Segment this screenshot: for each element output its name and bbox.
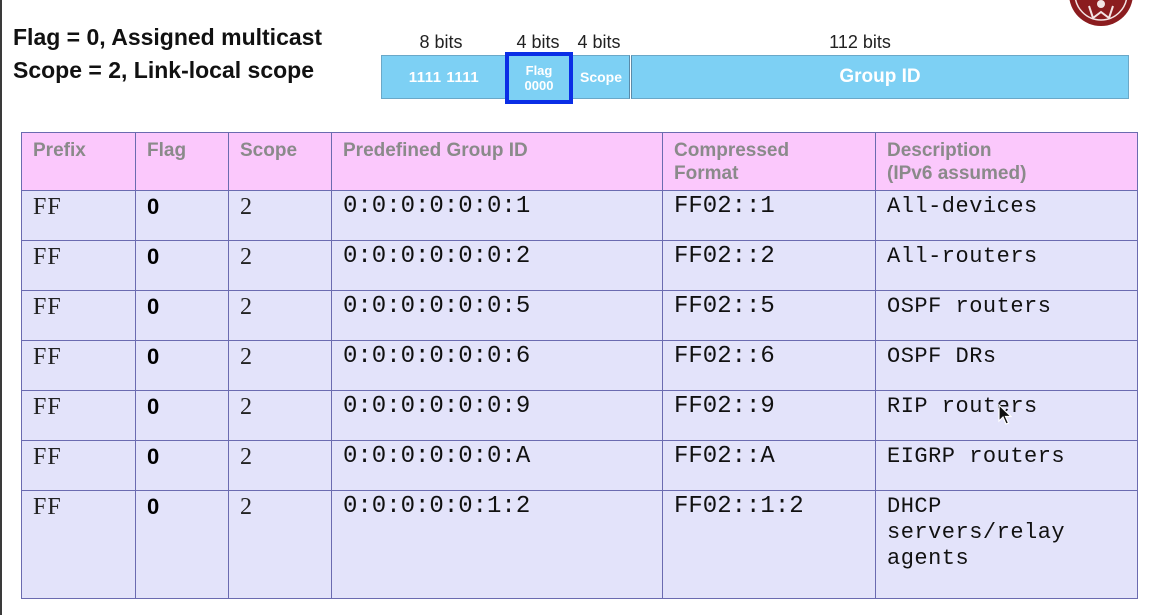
scope-field-label: Scope — [579, 69, 622, 85]
cell-compressed: FF02::1 — [662, 190, 876, 241]
cell-group-id: 0:0:0:0:0:0:1 — [331, 190, 663, 241]
header-flag: Flag — [135, 132, 229, 191]
flag-bits-label: 4 bits — [516, 32, 560, 52]
cell-description: All-routers — [875, 240, 1138, 291]
table-row: FF 0 2 0:0:0:0:0:1:2 FF02::1:2 DHCP serve… — [21, 490, 1138, 599]
table-row: FF 0 2 0:0:0:0:0:0:2 FF02::2 All-routers — [21, 240, 1138, 291]
header-group-id: Predefined Group ID — [331, 132, 663, 191]
flag-field-value: 0000 — [524, 78, 554, 93]
table-row: FF 0 2 0:0:0:0:0:0:A FF02::A EIGRP route… — [21, 440, 1138, 491]
table-row: FF 0 2 0:0:0:0:0:0:1 FF02::1 All-devices — [21, 190, 1138, 241]
header-description-line1: Description — [887, 140, 992, 161]
cell-compressed: FF02::6 — [662, 340, 876, 391]
cell-compressed: FF02::9 — [662, 390, 876, 441]
cell-scope: 2 — [228, 290, 332, 341]
flag-field-title: Flag — [525, 63, 553, 78]
cell-compressed: FF02::A — [662, 440, 876, 491]
table-row: FF 0 2 0:0:0:0:0:0:9 FF02::9 RIP routers — [21, 390, 1138, 441]
cell-flag: 0 — [135, 190, 229, 241]
cell-scope: 2 — [228, 340, 332, 391]
group-id-field: Group ID — [631, 55, 1129, 99]
group-id-field-label: Group ID — [839, 66, 921, 87]
table-header-row: Prefix Flag Scope Predefined Group ID Co… — [21, 132, 1138, 191]
cell-group-id: 0:0:0:0:0:0:5 — [331, 290, 663, 341]
cell-description: DHCP servers/relay agents — [875, 490, 1138, 599]
scope-field: Scope — [573, 55, 630, 99]
table-row: FF 0 2 0:0:0:0:0:0:5 FF02::5 OSPF router… — [21, 290, 1138, 341]
cell-prefix: FF — [21, 440, 136, 491]
header-scope: Scope — [228, 132, 332, 191]
cell-description: RIP routers — [875, 390, 1138, 441]
cell-prefix: FF — [21, 290, 136, 341]
prefix-field-label: 1111 1111 — [408, 68, 480, 86]
cell-flag: 0 — [135, 340, 229, 391]
multicast-address-table: Prefix Flag Scope Predefined Group ID Co… — [21, 132, 1138, 599]
header-compressed-line2: Format — [674, 163, 739, 184]
cell-prefix: FF — [21, 240, 136, 291]
cell-compressed: FF02::5 — [662, 290, 876, 341]
description-line: DHCP — [887, 494, 942, 519]
group-bits-label: 112 bits — [829, 32, 891, 52]
cell-group-id: 0:0:0:0:0:0:2 — [331, 240, 663, 291]
flag-heading: Flag = 0, Assigned multicast — [13, 24, 323, 50]
cell-description: All-devices — [875, 190, 1138, 241]
cell-scope: 2 — [228, 390, 332, 441]
mouse-pointer-icon — [998, 403, 1013, 431]
cell-prefix: FF — [21, 190, 136, 241]
cell-description: EIGRP routers — [875, 440, 1138, 491]
cell-scope: 2 — [228, 440, 332, 491]
description-line: agents — [887, 546, 970, 571]
cell-compressed: FF02::1:2 — [662, 490, 876, 599]
header-compressed: Compressed Format — [662, 132, 876, 191]
header-description: Description (IPv6 assumed) — [875, 132, 1138, 191]
header-compressed-line1: Compressed — [674, 140, 790, 161]
cell-flag: 0 — [135, 440, 229, 491]
cell-scope: 2 — [228, 190, 332, 241]
cell-description: OSPF DRs — [875, 340, 1138, 391]
header-description-line2: (IPv6 assumed) — [887, 163, 1027, 184]
cell-prefix: FF — [21, 490, 136, 599]
prefix-bits-label: 8 bits — [419, 32, 463, 52]
cell-description: OSPF routers — [875, 290, 1138, 341]
cell-group-id: 0:0:0:0:0:0:9 — [331, 390, 663, 441]
cell-group-id: 0:0:0:0:0:0:A — [331, 440, 663, 491]
cell-scope: 2 — [228, 240, 332, 291]
flag-field: Flag 0000 — [505, 52, 573, 104]
cell-flag: 0 — [135, 490, 229, 599]
window-left-border — [0, 0, 2, 615]
cell-scope: 2 — [228, 490, 332, 599]
cell-compressed: FF02::2 — [662, 240, 876, 291]
cell-flag: 0 — [135, 290, 229, 341]
cell-flag: 0 — [135, 390, 229, 441]
cell-group-id: 0:0:0:0:0:0:6 — [331, 340, 663, 391]
prefix-field: 1111 1111 — [381, 55, 506, 99]
cell-prefix: FF — [21, 390, 136, 441]
description-line: servers/relay — [887, 520, 1066, 545]
cell-flag: 0 — [135, 240, 229, 291]
scope-bits-label: 4 bits — [577, 32, 621, 52]
table-row: FF 0 2 0:0:0:0:0:0:6 FF02::6 OSPF DRs — [21, 340, 1138, 391]
scope-heading: Scope = 2, Link-local scope — [13, 57, 315, 83]
header-prefix: Prefix — [21, 132, 136, 191]
cell-group-id: 0:0:0:0:0:1:2 — [331, 490, 663, 599]
cell-prefix: FF — [21, 340, 136, 391]
university-seal-logo — [1062, 0, 1140, 26]
